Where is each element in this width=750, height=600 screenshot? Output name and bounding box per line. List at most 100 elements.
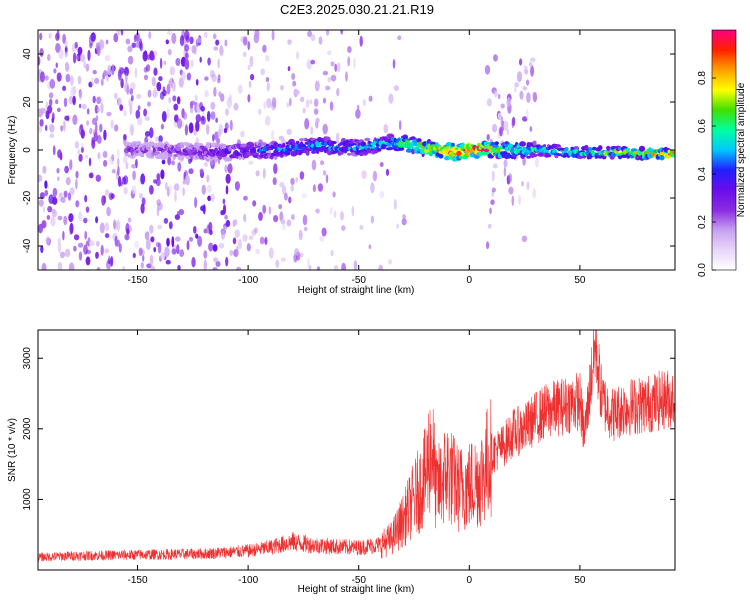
spectrogram-cell xyxy=(167,30,172,36)
spectrogram-cell xyxy=(313,108,319,115)
spectrogram-cell xyxy=(60,196,66,204)
spectrogram-cell xyxy=(55,99,59,105)
spectrogram-cell xyxy=(53,68,57,74)
spectrogram-cell xyxy=(169,184,172,195)
spectrogram-cell xyxy=(131,184,137,195)
spectrogram-cell xyxy=(532,188,537,199)
spectrogram-cell xyxy=(203,31,208,39)
spectrogram-cell xyxy=(262,168,266,179)
spectrogram-cell xyxy=(379,162,384,167)
spectrogram-cell xyxy=(271,97,277,108)
spectrogram-cell xyxy=(484,65,491,75)
spectrogram-cell xyxy=(353,260,358,270)
snr-y-tick-label: 2000 xyxy=(22,417,33,440)
spectrogram-cell xyxy=(168,221,173,230)
spectrogram-cell xyxy=(125,73,128,83)
spectrogram-cell xyxy=(140,173,146,185)
spectrogram-cell xyxy=(71,43,75,53)
spectrogram-cell xyxy=(229,249,234,256)
colorbar-frame xyxy=(711,29,737,271)
spectrogram-cell xyxy=(73,245,77,252)
spectrogram-cell xyxy=(526,79,530,86)
spectrogram-cell xyxy=(111,64,115,76)
spectrogram-cell xyxy=(132,252,136,259)
spectrogram-cell xyxy=(155,136,159,143)
spectrogram-cell xyxy=(84,194,88,203)
spectrogram-cell xyxy=(86,120,89,126)
spectrogram-cell xyxy=(116,157,120,167)
spectrogram-cell xyxy=(248,160,254,165)
spectrogram-cell xyxy=(398,146,405,151)
spectrogram-cell xyxy=(134,240,140,249)
spectrogram-y-ticks: -40 -20 0 20 40 xyxy=(22,48,675,253)
spectrogram-cell xyxy=(248,80,252,89)
spectrogram-cell xyxy=(95,216,99,224)
spectrogram-cell xyxy=(52,187,58,198)
spectrogram-cell xyxy=(219,45,224,56)
spectrogram-y-tick-label: 20 xyxy=(22,96,33,108)
spectrogram-cell xyxy=(77,75,82,85)
spectrogram-cell xyxy=(75,170,79,179)
spectrogram-cell xyxy=(149,254,154,266)
spectrogram-cell xyxy=(290,184,295,192)
spectrogram-cell xyxy=(317,183,324,192)
spectrogram-cell xyxy=(438,154,444,159)
spectrogram-cell xyxy=(45,236,51,246)
spectrogram-cell xyxy=(353,57,356,69)
spectrogram-cell xyxy=(486,98,492,107)
spectrogram-cell xyxy=(220,210,225,216)
spectrogram-cell xyxy=(227,157,233,161)
spectrogram-cell xyxy=(201,184,206,195)
spectrogram-cell xyxy=(138,192,143,199)
spectrogram-cell xyxy=(138,247,143,256)
spectrogram-cell xyxy=(360,141,367,147)
spectrogram-cell xyxy=(370,215,375,224)
spectrogram-cell xyxy=(310,126,314,135)
spectrogram-cell xyxy=(183,112,188,120)
spectrogram-cell xyxy=(518,195,521,205)
spectrogram-cell xyxy=(129,88,134,95)
spectrogram-cell xyxy=(77,149,81,155)
spectrogram-cell xyxy=(218,242,225,249)
spectrogram-cell xyxy=(212,134,215,142)
spectrogram-cell xyxy=(225,256,229,267)
spectrogram-cell xyxy=(339,211,345,221)
spectrogram-cell xyxy=(57,107,61,113)
spectrogram-cell xyxy=(127,217,132,223)
spectrogram-cell xyxy=(185,52,189,60)
spectrogram-cell xyxy=(222,198,226,205)
spectrogram-cell xyxy=(494,90,498,98)
spectrogram-cell xyxy=(152,90,158,98)
spectrogram-cell xyxy=(224,122,229,131)
spectrogram-cell xyxy=(97,152,101,160)
spectrogram-cell xyxy=(263,101,267,110)
spectrogram-cell xyxy=(330,61,335,67)
colorbar-tick-label: 0.4 xyxy=(697,167,708,181)
spectrogram-cell xyxy=(291,214,295,221)
spectrogram-cell xyxy=(288,97,292,107)
spectrogram-cell xyxy=(55,62,58,68)
spectrogram-cell xyxy=(322,70,329,76)
spectrogram-cell xyxy=(125,162,129,170)
spectrogram-cell xyxy=(49,78,56,89)
spectrogram-cell xyxy=(188,236,194,242)
spectrogram-cell xyxy=(147,101,151,107)
spectrogram-cell xyxy=(149,127,154,139)
spectrogram-cell xyxy=(304,118,310,130)
spectrogram-cell xyxy=(156,81,162,92)
spectrogram-cell xyxy=(188,122,194,134)
spectrogram-cell xyxy=(168,96,171,104)
spectrogram-cell xyxy=(149,224,154,234)
spectrogram-cell xyxy=(243,51,247,58)
spectrogram-cell xyxy=(150,236,155,243)
spectrogram-cell xyxy=(163,60,167,66)
spectrogram-cell xyxy=(85,63,90,72)
spectrogram-cell xyxy=(172,81,176,92)
spectrogram-cell xyxy=(38,199,44,207)
spectrogram-cell xyxy=(140,203,145,214)
spectrogram-cell xyxy=(140,153,145,158)
spectrogram-cell xyxy=(503,120,509,131)
spectrogram-cell xyxy=(284,192,288,201)
spectrogram-cell xyxy=(206,110,211,122)
spectrogram-cell xyxy=(162,86,166,92)
